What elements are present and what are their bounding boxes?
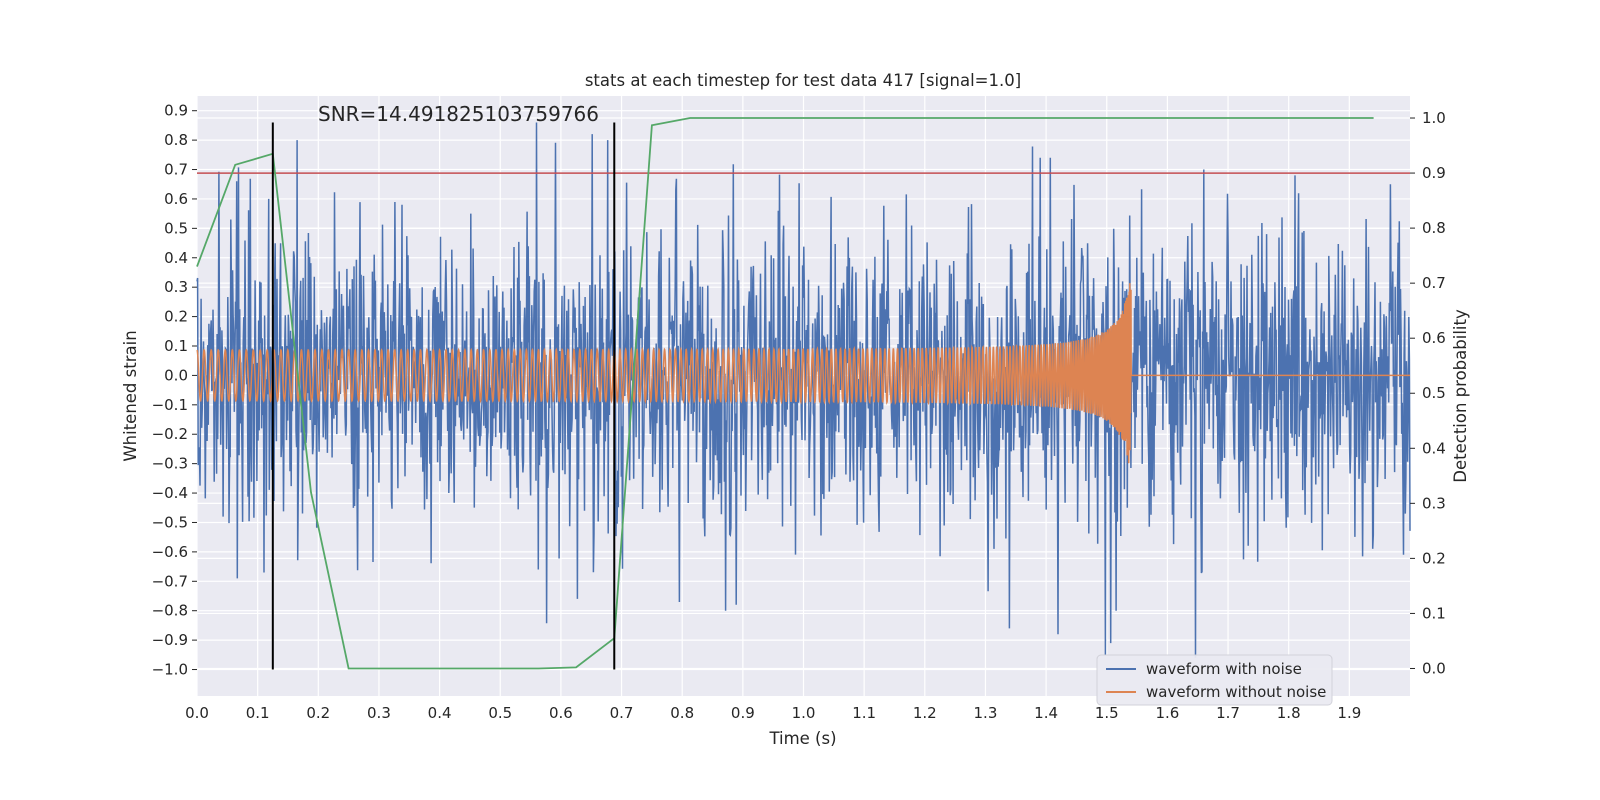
x-tick-label: 0.2	[306, 704, 330, 722]
y-right-tick-label: 0.1	[1422, 604, 1446, 622]
y-right-tick-label: 0.7	[1422, 274, 1446, 292]
y-left-tick-label: −0.4	[152, 484, 188, 502]
plot-area	[196, 117, 1411, 670]
y-right-tick-label: 0.4	[1422, 439, 1446, 457]
series-line-waveform-without-noise	[196, 283, 1410, 464]
x-tick-label: 1.3	[974, 704, 998, 722]
y-right-tick-label: 0.3	[1422, 494, 1446, 512]
x-tick-label: 0.4	[428, 704, 452, 722]
x-tick-label: 0.1	[246, 704, 270, 722]
chart-title: stats at each timestep for test data 417…	[585, 71, 1021, 90]
y-left-tick-label: −0.3	[152, 455, 188, 473]
legend-label-waveform-with-noise: waveform with noise	[1146, 660, 1302, 678]
y-left-tick-label: −1.0	[152, 661, 188, 679]
y-left-tick-label: −0.7	[152, 572, 188, 590]
y-right-tick-label: 0.2	[1422, 549, 1446, 567]
y-right-tick-label: 0.8	[1422, 219, 1446, 237]
y-left-tick-label: −0.9	[152, 631, 188, 649]
y-left-tick-label: 0.8	[164, 131, 188, 149]
y-left-tick-label: −0.5	[152, 513, 188, 531]
x-tick-label: 1.2	[913, 704, 937, 722]
y-left-tick-label: 0.2	[164, 308, 188, 326]
x-tick-label: 1.4	[1034, 704, 1058, 722]
y-right-tick-label: 0.9	[1422, 164, 1446, 182]
y-axis-label-left: Whitened strain	[121, 330, 140, 461]
legend: waveform with noise waveform without noi…	[1096, 654, 1333, 706]
x-tick-label: 1.1	[852, 704, 876, 722]
y-left-tick-label: 0.0	[164, 366, 188, 384]
x-tick-label: 0.3	[367, 704, 391, 722]
x-axis-label: Time (s)	[768, 729, 836, 748]
series-line-waveform-with-noise	[196, 122, 1411, 658]
y-left-tick-label: 0.5	[164, 219, 188, 237]
x-tick-label: 0.0	[185, 704, 209, 722]
y-axis-label-right: Detection probability	[1451, 309, 1470, 483]
y-right-tick-label: 1.0	[1422, 109, 1446, 127]
x-tick-label: 0.7	[610, 704, 634, 722]
y-left-tick-label: −0.1	[152, 396, 188, 414]
x-tick-label: 0.9	[731, 704, 755, 722]
x-tick-label: 0.8	[670, 704, 694, 722]
right-axis-ticks: 1.0 0.9 0.8 0.7 0.6 0.5 0.4 0.3 0.2 0.1 0.0	[1410, 109, 1446, 677]
left-axis-ticks: 0.9 0.8 0.7 0.6 0.5 0.4 0.3 0.2 0.1 0.0 −0.1 −0.2 −0…	[152, 102, 197, 679]
y-left-tick-label: 0.3	[164, 278, 188, 296]
legend-box	[1096, 654, 1333, 706]
x-tick-label: 1.5	[1095, 704, 1119, 722]
y-right-tick-label: 0.6	[1422, 329, 1446, 347]
y-right-tick-label: 0.0	[1422, 659, 1446, 677]
x-tick-label: 1.7	[1216, 704, 1240, 722]
y-left-tick-label: 0.9	[164, 102, 188, 120]
x-tick-label: 0.5	[488, 704, 512, 722]
series-line-detection-probability	[196, 117, 1374, 670]
y-left-tick-label: −0.2	[152, 425, 188, 443]
snr-annotation: SNR=14.491825103759766	[318, 102, 599, 126]
y-left-tick-label: 0.4	[164, 249, 188, 267]
vertical-markers	[271, 122, 616, 670]
y-left-tick-label: 0.6	[164, 190, 188, 208]
x-tick-label: 1.6	[1155, 704, 1179, 722]
y-left-tick-label: −0.8	[152, 602, 188, 620]
x-tick-label: 0.6	[549, 704, 573, 722]
y-left-tick-label: 0.1	[164, 337, 188, 355]
y-right-tick-label: 0.5	[1422, 384, 1446, 402]
x-tick-label: 1.0	[792, 704, 816, 722]
x-axis-ticks: 0.0 0.1 0.2 0.3 0.4 0.5 0.6 0.7 0.8 0.9 1.0 1.1 1.2 1…	[185, 704, 1361, 722]
x-tick-label: 1.8	[1277, 704, 1301, 722]
y-left-tick-label: −0.6	[152, 543, 188, 561]
x-tick-label: 1.9	[1337, 704, 1361, 722]
legend-label-waveform-without-noise: waveform without noise	[1146, 683, 1326, 701]
y-left-tick-label: 0.7	[164, 161, 188, 179]
